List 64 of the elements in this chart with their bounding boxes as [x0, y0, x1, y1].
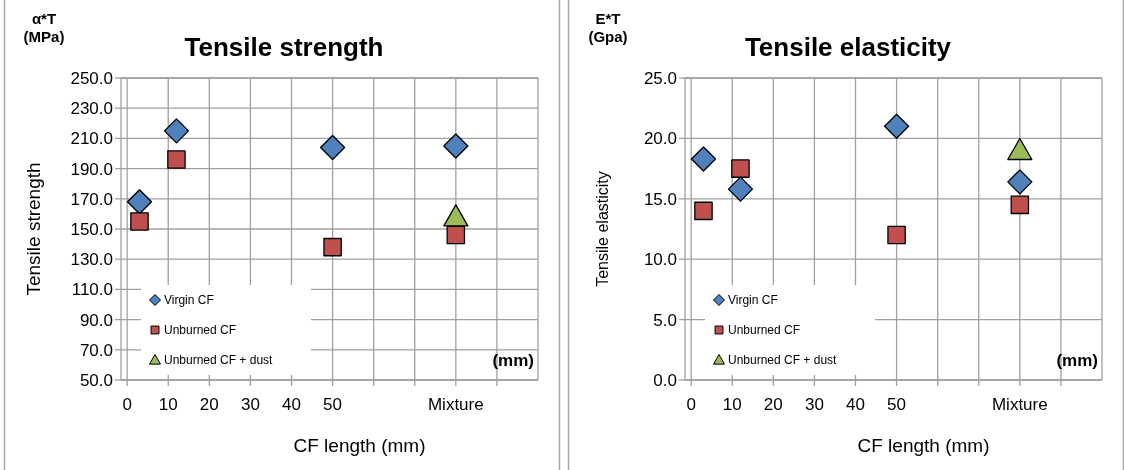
x-axis-title: CF length (mm) [857, 435, 990, 456]
x-tick-label: 0 [122, 395, 132, 414]
annotation: (mm) [1056, 351, 1098, 370]
y-tick-label: 10.0 [643, 250, 677, 270]
point [694, 201, 713, 221]
point [443, 133, 469, 159]
legend-label: Unburned CF [164, 323, 237, 338]
point [319, 134, 346, 161]
text: E*T (Gpa) [588, 10, 628, 45]
x-tick-label: 20 [199, 395, 219, 414]
x-tick-label: Mixture [427, 395, 484, 414]
y-tick-label: 15.0 [643, 189, 677, 209]
text: α*T (MPa) [23, 10, 65, 45]
point [887, 225, 906, 245]
x-tick-label: 20 [763, 395, 783, 414]
x-tick-label: 40 [846, 395, 865, 414]
y-tick-label: 50.0 [79, 370, 113, 390]
x-axis-title: CF length (mm) [293, 435, 426, 456]
point [1007, 169, 1033, 195]
point [1010, 195, 1030, 215]
point [163, 118, 190, 144]
y-tick-label: 250.0 [70, 68, 113, 88]
y-tick-label: 150.0 [70, 219, 113, 239]
y-tick-label: 170.0 [70, 189, 113, 209]
point [1007, 137, 1033, 161]
y-tick-label: 25.0 [643, 68, 677, 88]
y-tick-label: 0.0 [653, 370, 677, 390]
x-tick-label: 0 [686, 395, 696, 414]
y-tick-label: 210.0 [70, 129, 113, 149]
legend-label: Unburned CF + dust [164, 353, 274, 368]
y-axis-title: Tensile strength [23, 162, 44, 296]
chart-title: Tensile elasticity [744, 32, 952, 62]
x-tick-label: 10 [722, 395, 742, 414]
x-tick-label: Mixture [991, 395, 1048, 414]
y-tick-label: 70.0 [79, 340, 113, 360]
point [443, 204, 469, 227]
point [126, 189, 153, 215]
point [731, 159, 750, 178]
point [883, 113, 910, 139]
point [727, 176, 754, 202]
point [130, 212, 149, 231]
x-tick-label: 30 [804, 395, 824, 414]
point [690, 146, 717, 172]
legend-label: Virgin CF [164, 293, 214, 308]
y-axis-title: Tensile elasticity [594, 171, 611, 287]
point [167, 150, 186, 169]
annotation: (mm) [492, 351, 534, 370]
legend-label: Unburned CF [728, 323, 801, 338]
y-tick-label: 130.0 [70, 250, 113, 270]
y-tick-label: 20.0 [643, 129, 677, 149]
y-tick-label: 110.0 [71, 280, 113, 300]
x-tick-label: 50 [887, 395, 907, 414]
y-tick-label: 90.0 [79, 310, 113, 330]
y-tick-label: 5.0 [653, 310, 677, 330]
y-tick-label: 190.0 [70, 159, 113, 179]
x-tick-label: 40 [282, 395, 301, 414]
legend-label: Virgin CF [728, 293, 778, 308]
x-tick-label: 30 [240, 395, 260, 414]
chart-title: Tensile strength [184, 32, 384, 62]
x-tick-label: 50 [323, 395, 343, 414]
point [323, 237, 342, 257]
x-tick-label: 10 [158, 395, 178, 414]
y-tick-label: 230.0 [70, 99, 113, 119]
legend-label: Unburned CF + dust [728, 353, 838, 368]
